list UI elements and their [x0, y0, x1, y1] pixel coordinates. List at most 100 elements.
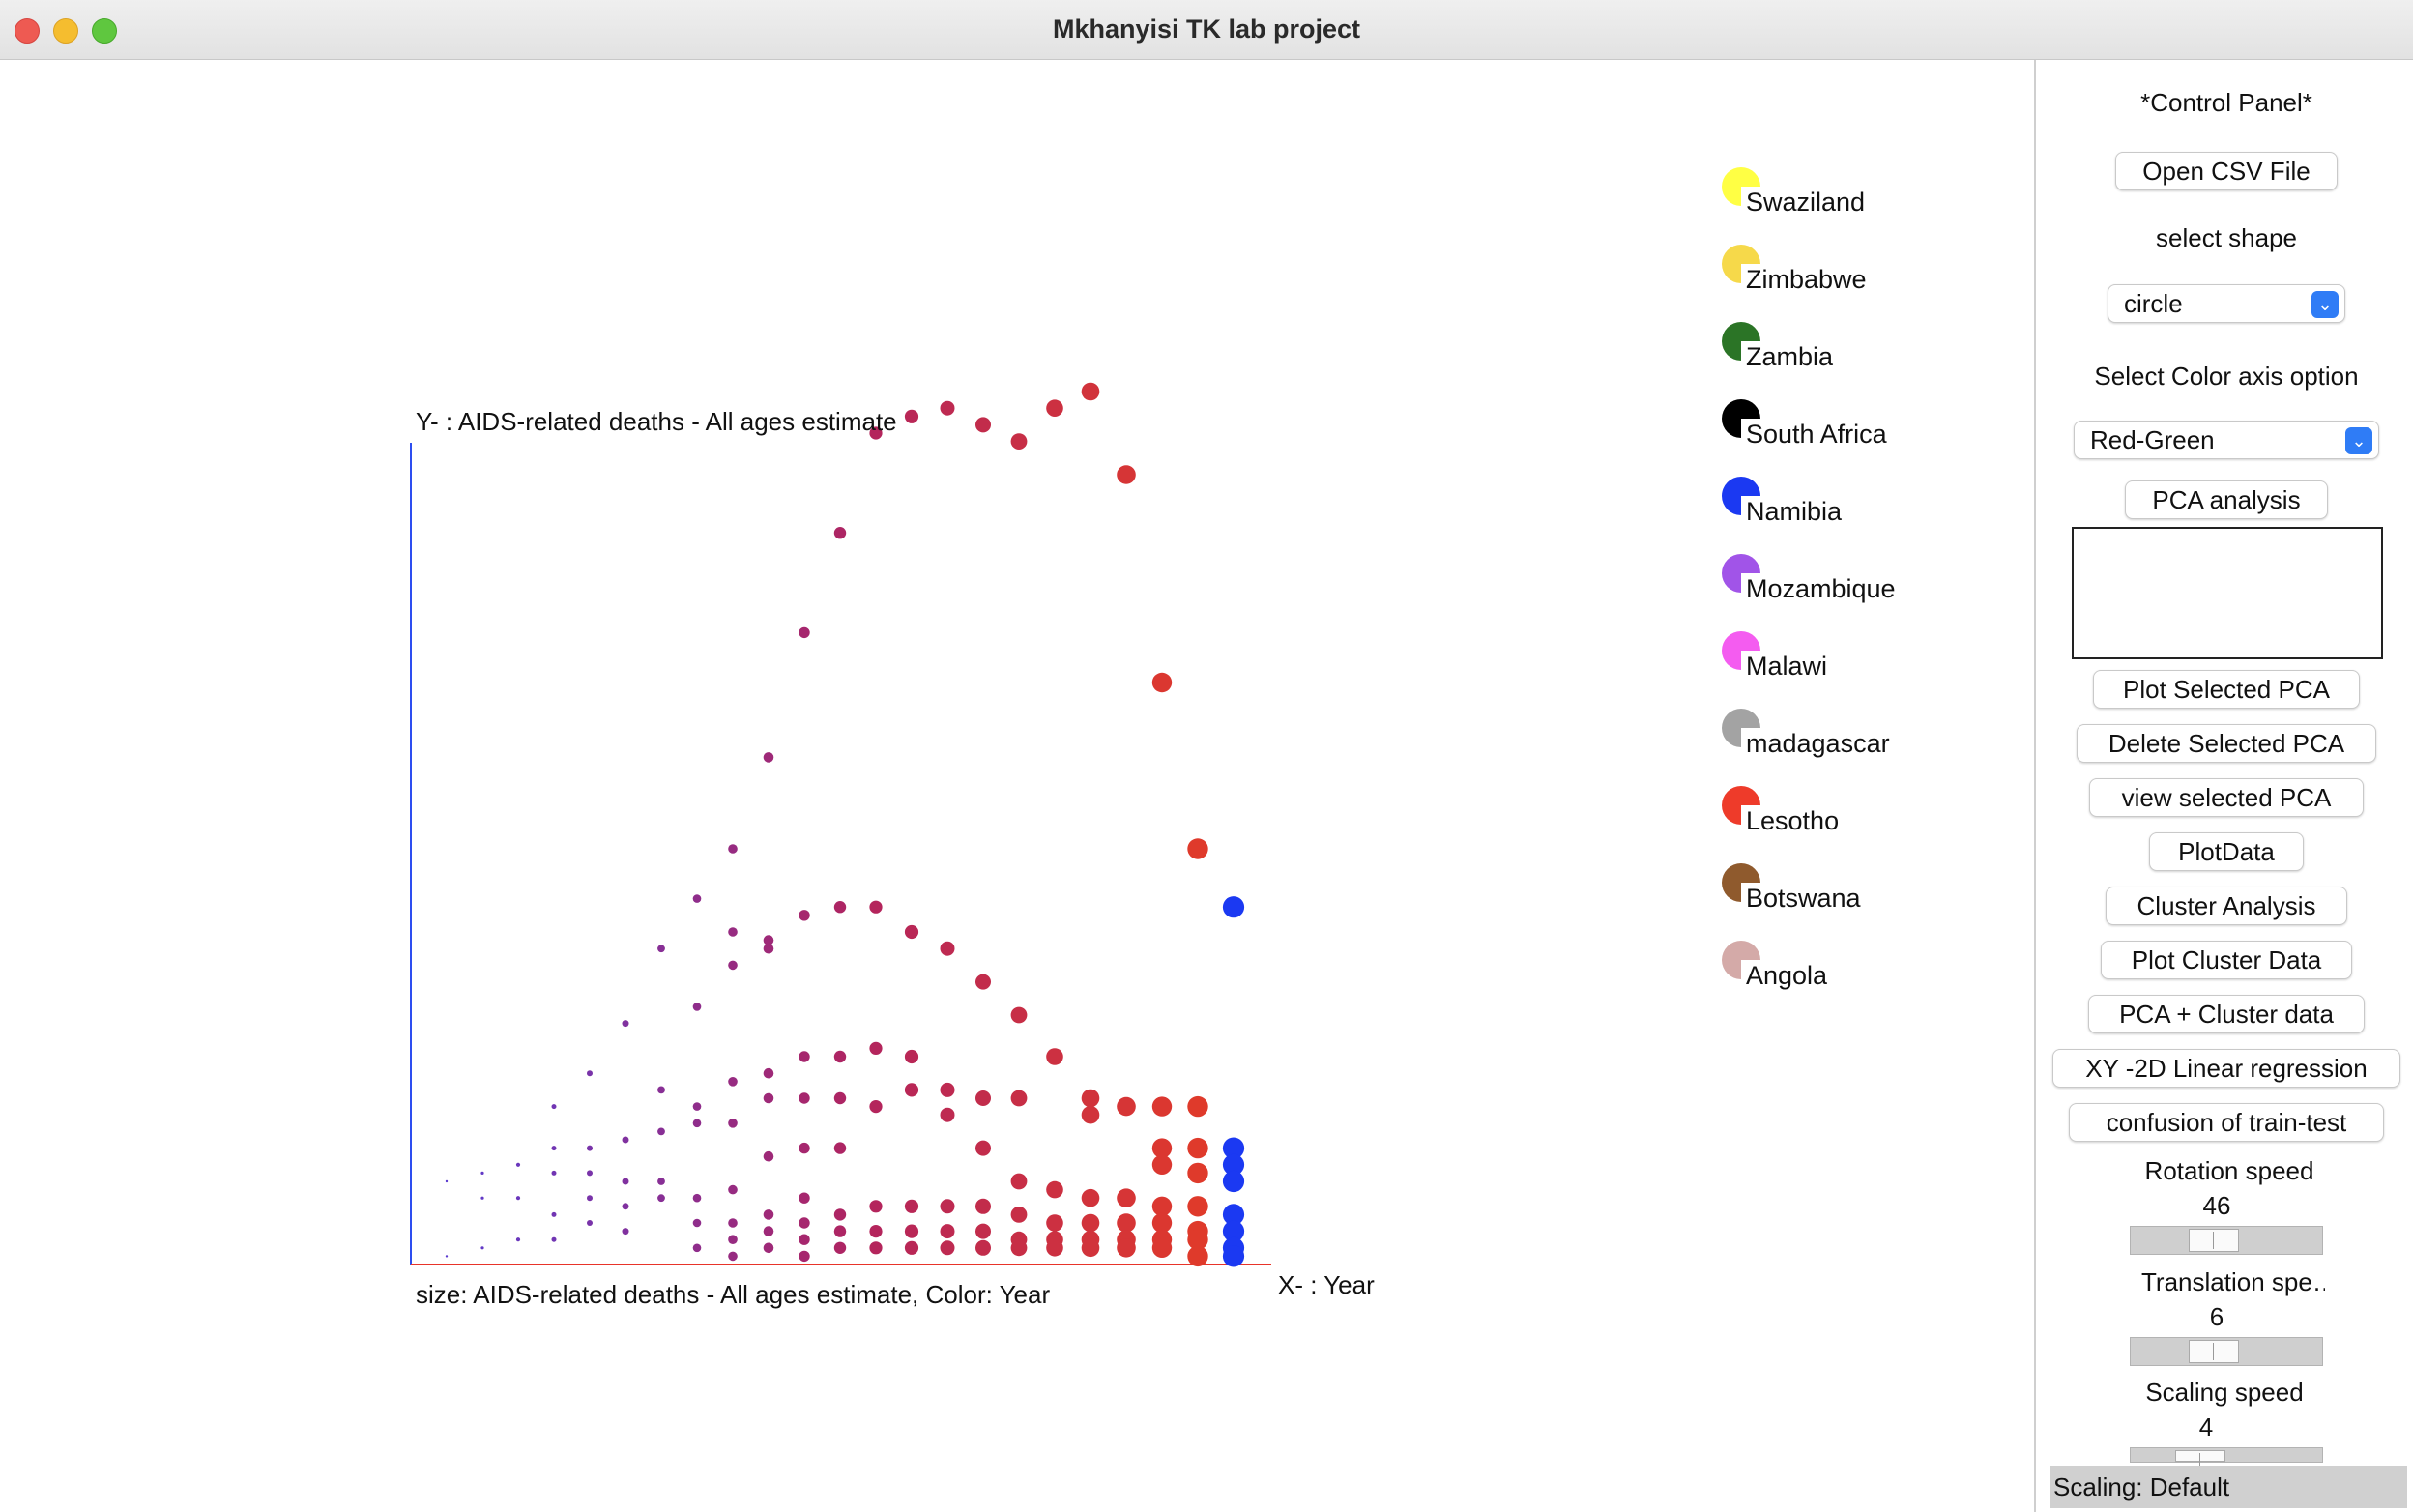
color-axis-select[interactable]: Red-Green ⌄ — [2074, 421, 2379, 459]
pca-list-box[interactable] — [2072, 527, 2383, 659]
data-point — [728, 1184, 738, 1195]
data-point — [1151, 672, 1173, 693]
scaling-speed-slider[interactable] — [2130, 1447, 2323, 1470]
data-point — [587, 1195, 593, 1202]
data-point — [692, 1218, 702, 1228]
plot-cluster-data-button[interactable]: Plot Cluster Data — [2101, 941, 2352, 979]
status-bar: Scaling: Default — [2050, 1466, 2407, 1508]
data-point — [1187, 1137, 1208, 1159]
rotation-speed-value: 46 — [2202, 1191, 2231, 1220]
data-point — [728, 960, 738, 971]
data-point — [1010, 1090, 1028, 1107]
data-point — [904, 1240, 919, 1255]
close-window-button[interactable] — [15, 18, 40, 44]
data-point — [975, 974, 991, 990]
open-csv-button[interactable]: Open CSV File — [2115, 152, 2338, 190]
data-point — [763, 1150, 774, 1162]
data-point — [975, 1090, 991, 1106]
data-point — [833, 1225, 847, 1237]
plot-caption: size: AIDS-related deaths - All ages est… — [416, 1280, 1051, 1309]
data-point — [1046, 1214, 1063, 1232]
pca-analysis-button[interactable]: PCA analysis — [2125, 480, 2328, 519]
data-point — [904, 1083, 919, 1097]
data-point — [799, 1051, 810, 1062]
data-point — [480, 1196, 484, 1200]
data-point — [622, 1020, 629, 1028]
cluster-analysis-button[interactable]: Cluster Analysis — [2106, 887, 2347, 925]
data-point — [657, 1127, 665, 1136]
data-point — [1046, 1048, 1063, 1065]
panel-divider — [2034, 60, 2036, 1512]
data-point — [1081, 1238, 1100, 1258]
slider-knob[interactable] — [2175, 1450, 2225, 1470]
data-point — [763, 935, 774, 945]
data-point — [833, 1050, 847, 1063]
shape-select[interactable]: circle ⌄ — [2108, 284, 2345, 323]
translation-speed-slider[interactable] — [2130, 1337, 2323, 1366]
zoom-window-button[interactable] — [92, 18, 117, 44]
data-point — [1081, 1089, 1100, 1108]
data-point — [1151, 1096, 1173, 1117]
translation-speed-value: 6 — [2209, 1302, 2224, 1331]
data-point — [622, 1178, 629, 1185]
data-point — [692, 1102, 702, 1111]
data-point — [940, 1199, 955, 1214]
data-point — [622, 1203, 629, 1210]
minimize-window-button[interactable] — [53, 18, 78, 44]
data-point — [975, 1239, 991, 1256]
legend-label: Namibia — [1746, 497, 1843, 526]
legend-item-south-africa: South Africa — [1719, 396, 1970, 454]
data-point — [763, 1092, 774, 1104]
confusion-train-test-button[interactable]: confusion of train-test — [2069, 1103, 2384, 1142]
legend-swatch-icon — [1722, 399, 1760, 438]
data-point — [940, 1107, 955, 1122]
data-point — [833, 1241, 847, 1255]
view-selected-pca-button[interactable]: view selected PCA — [2089, 778, 2364, 817]
legend-label: Botswana — [1746, 884, 1861, 913]
slider-knob[interactable] — [2189, 1340, 2239, 1363]
data-point — [1117, 1096, 1136, 1117]
data-point — [1222, 1153, 1245, 1176]
data-point — [799, 1142, 810, 1154]
data-point — [515, 1196, 521, 1201]
legend-item-zambia: Zambia — [1719, 319, 1970, 377]
xy-linear-regression-button[interactable]: XY -2D Linear regression — [2052, 1049, 2400, 1088]
data-point — [551, 1236, 557, 1242]
legend-label: Angola — [1746, 961, 1828, 990]
legend-item-zimbabwe: Zimbabwe — [1719, 242, 1970, 300]
plot-selected-pca-button[interactable]: Plot Selected PCA — [2093, 670, 2360, 709]
data-point — [940, 941, 955, 956]
data-point — [728, 927, 738, 937]
legend-item-namibia: Namibia — [1719, 474, 1970, 532]
data-point — [1187, 1095, 1208, 1118]
pca-cluster-data-button[interactable]: PCA + Cluster data — [2088, 995, 2365, 1033]
color-axis-label: Select Color axis option — [2094, 362, 2359, 391]
delete-selected-pca-button[interactable]: Delete Selected PCA — [2077, 724, 2376, 763]
legend-label: Zimbabwe — [1746, 265, 1867, 294]
chevron-down-icon: ⌄ — [2345, 427, 2372, 454]
legend-swatch-icon — [1722, 167, 1760, 206]
data-point — [763, 1209, 774, 1220]
data-point — [869, 900, 883, 914]
data-point — [1187, 838, 1208, 859]
data-point — [940, 400, 955, 416]
data-point — [1010, 1207, 1028, 1223]
legend-item-botswana: Botswana — [1719, 860, 1970, 918]
rotation-speed-slider[interactable] — [2130, 1226, 2323, 1255]
shape-select-value: circle — [2124, 289, 2183, 318]
legend-label: Zambia — [1746, 342, 1834, 371]
slider-knob[interactable] — [2189, 1229, 2239, 1252]
plot-data-button[interactable]: PlotData — [2149, 832, 2304, 871]
legend-label: South Africa — [1746, 420, 1887, 449]
data-point — [869, 1041, 883, 1055]
data-point — [551, 1146, 557, 1151]
data-point — [1046, 1180, 1063, 1199]
legend-item-mozambique: Mozambique — [1719, 551, 1970, 609]
window-title: Mkhanyisi TK lab project — [1052, 15, 1361, 44]
plot-canvas[interactable]: Y- : AIDS-related deaths - All ages esti… — [0, 60, 2033, 1512]
data-point — [833, 1208, 847, 1221]
data-point — [1222, 1245, 1245, 1267]
data-point — [763, 943, 774, 954]
data-point — [1046, 399, 1063, 418]
data-point — [940, 1240, 955, 1256]
